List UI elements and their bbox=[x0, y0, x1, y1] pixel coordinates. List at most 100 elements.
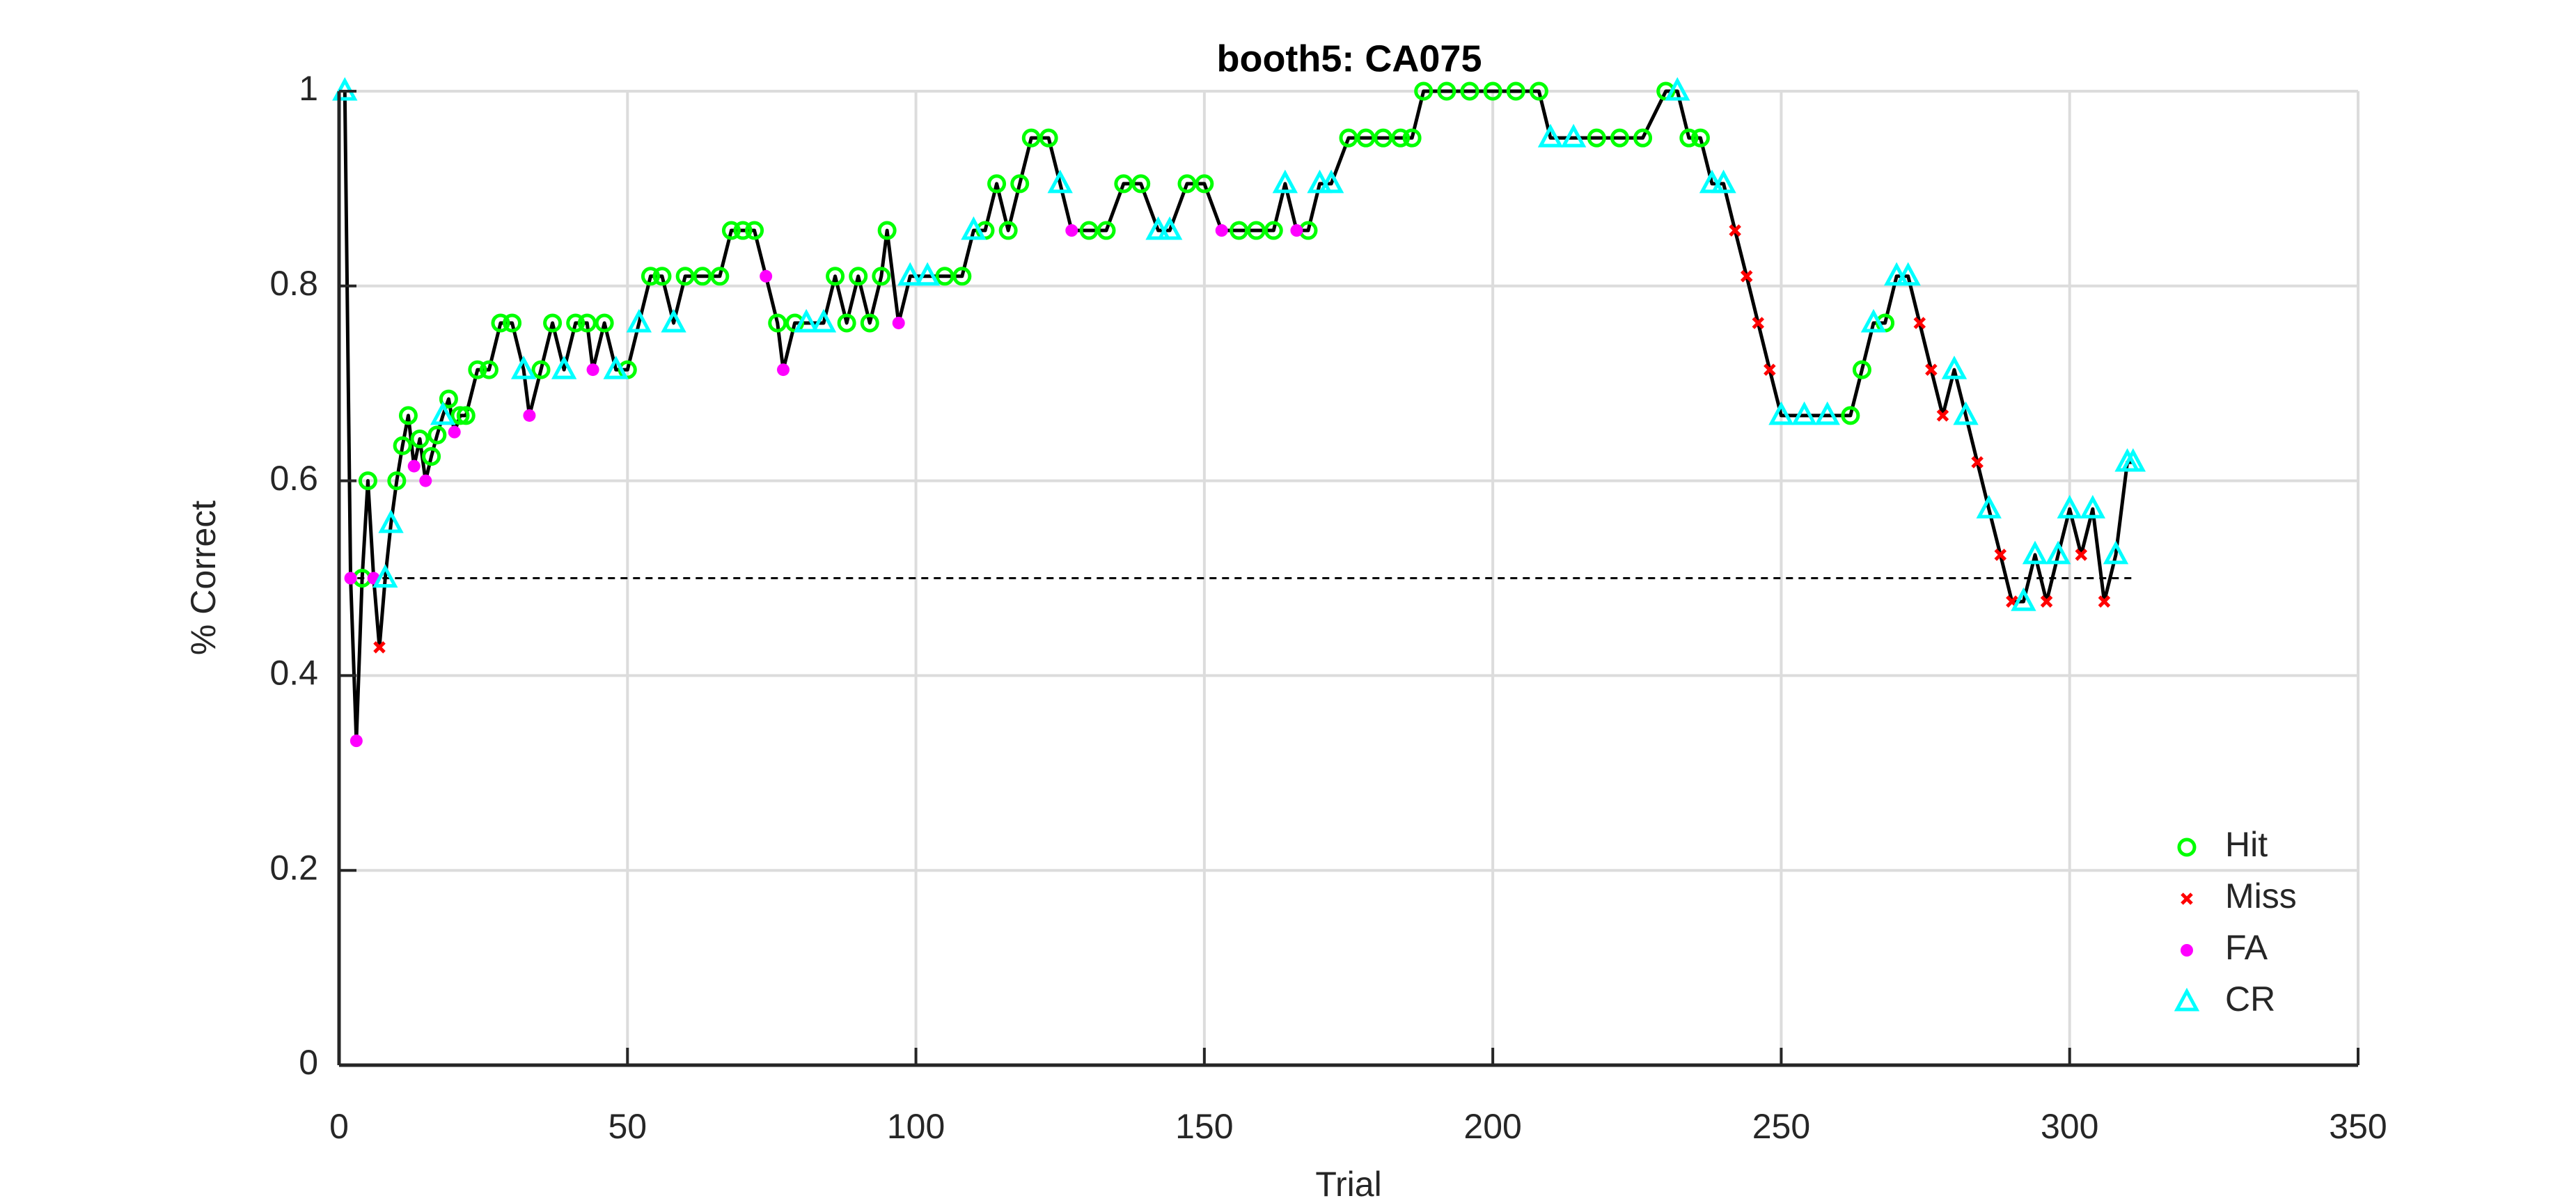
y-tick-label: 0.6 bbox=[269, 459, 318, 498]
cr-marker bbox=[1156, 216, 1183, 240]
cr-marker bbox=[914, 262, 941, 286]
x-tick-label: 0 bbox=[329, 1107, 349, 1146]
y-tick-label: 0.2 bbox=[269, 848, 318, 887]
cr-marker bbox=[2080, 494, 2106, 519]
fa-marker bbox=[760, 269, 773, 283]
cr-marker bbox=[378, 509, 404, 533]
hit-marker bbox=[595, 313, 614, 333]
hit-marker bbox=[1529, 81, 1548, 101]
hit-marker bbox=[1460, 81, 1479, 101]
marker-series bbox=[344, 224, 1303, 748]
cr-marker bbox=[1941, 355, 1968, 379]
hit-marker bbox=[479, 360, 498, 379]
hit-marker bbox=[998, 221, 1018, 240]
hit-marker bbox=[398, 406, 418, 425]
hit-marker bbox=[1506, 81, 1525, 101]
legend-label: FA bbox=[2225, 928, 2268, 967]
fa-marker bbox=[586, 363, 599, 377]
cr-marker bbox=[1860, 308, 1887, 333]
cr-marker bbox=[2011, 587, 2036, 611]
cr-marker bbox=[626, 308, 652, 333]
hit-marker bbox=[1339, 128, 1358, 148]
cr-marker bbox=[1895, 262, 1921, 286]
hit-marker bbox=[652, 267, 672, 286]
hit-marker bbox=[1195, 174, 1214, 194]
chart-title: booth5: CA075 bbox=[1216, 38, 1482, 79]
cr-marker bbox=[603, 355, 629, 379]
fa-marker bbox=[344, 572, 357, 585]
hit-marker bbox=[1177, 174, 1197, 194]
y-tick-label: 0.4 bbox=[269, 654, 318, 693]
hit-marker bbox=[491, 313, 510, 333]
cr-marker bbox=[1814, 401, 1840, 425]
hit-marker bbox=[387, 471, 407, 491]
marker-series bbox=[352, 81, 1895, 588]
cr-marker bbox=[793, 308, 819, 333]
hit-marker bbox=[1374, 128, 1393, 148]
miss-marker bbox=[1994, 549, 2007, 561]
hit-marker bbox=[641, 267, 660, 286]
cr-marker bbox=[510, 355, 537, 379]
hit-marker bbox=[987, 174, 1007, 194]
miss-marker bbox=[1971, 456, 1984, 469]
y-tick-label: 0.8 bbox=[269, 264, 318, 303]
hit-marker bbox=[1610, 128, 1629, 148]
legend-label: Miss bbox=[2225, 876, 2297, 915]
miss-marker bbox=[2075, 549, 2088, 561]
miss-marker bbox=[373, 641, 386, 654]
fa-marker bbox=[419, 474, 432, 487]
x-tick-label: 100 bbox=[887, 1107, 945, 1146]
cr-marker bbox=[897, 262, 923, 286]
hit-marker bbox=[2177, 838, 2197, 857]
miss-marker bbox=[1925, 363, 1938, 376]
x-tick-label: 250 bbox=[1752, 1107, 1810, 1146]
cr-marker bbox=[372, 564, 398, 588]
hit-marker bbox=[733, 221, 753, 240]
cr-marker bbox=[1560, 123, 1587, 148]
plot-area bbox=[332, 77, 2146, 748]
hit-marker bbox=[1079, 221, 1099, 240]
hit-marker bbox=[1246, 221, 1266, 240]
hit-marker bbox=[826, 267, 845, 286]
fa-marker bbox=[350, 734, 363, 748]
x-tick-label: 300 bbox=[2041, 1107, 2098, 1146]
hit-marker bbox=[543, 313, 563, 333]
cr-marker bbox=[1047, 169, 1073, 194]
hit-marker bbox=[1437, 81, 1456, 101]
hit-marker bbox=[768, 313, 787, 333]
cr-marker bbox=[551, 355, 577, 379]
cr-marker bbox=[2103, 540, 2129, 565]
hit-marker bbox=[439, 389, 458, 409]
cr-marker bbox=[661, 308, 686, 333]
hit-marker bbox=[1852, 360, 1871, 379]
hit-marker bbox=[1414, 81, 1434, 101]
legend: Hit Miss FA CR bbox=[2174, 825, 2297, 1019]
cr-marker bbox=[2057, 494, 2082, 519]
hit-marker bbox=[503, 313, 522, 333]
hit-marker bbox=[721, 221, 741, 240]
hit-marker bbox=[456, 406, 476, 425]
y-tick-label: 1 bbox=[299, 69, 318, 108]
hit-marker bbox=[566, 313, 586, 333]
cr-marker bbox=[1976, 494, 2002, 519]
fa-marker bbox=[448, 425, 461, 439]
hit-marker bbox=[1841, 406, 1860, 425]
x-tick-label: 50 bbox=[608, 1107, 647, 1146]
fa-marker bbox=[1065, 224, 1078, 237]
hit-marker bbox=[1039, 128, 1058, 148]
hit-marker bbox=[1356, 128, 1376, 148]
miss-marker bbox=[2181, 893, 2193, 905]
axes: 0 50 100 150 200 250 300 350 0 0.2 0.4 0.6 0.8 1 bbox=[269, 69, 2387, 1146]
fa-marker bbox=[407, 459, 421, 473]
hit-marker bbox=[410, 429, 430, 448]
hit-marker bbox=[872, 267, 891, 286]
x-axis-label: Trial bbox=[1315, 1165, 1381, 1203]
hit-marker bbox=[837, 313, 856, 333]
fa-marker bbox=[2181, 944, 2193, 957]
legend-label: Hit bbox=[2225, 825, 2268, 864]
cr-marker bbox=[1665, 77, 1690, 101]
hit-marker bbox=[1483, 81, 1502, 101]
hit-marker bbox=[468, 360, 487, 379]
cr-marker bbox=[961, 216, 987, 240]
